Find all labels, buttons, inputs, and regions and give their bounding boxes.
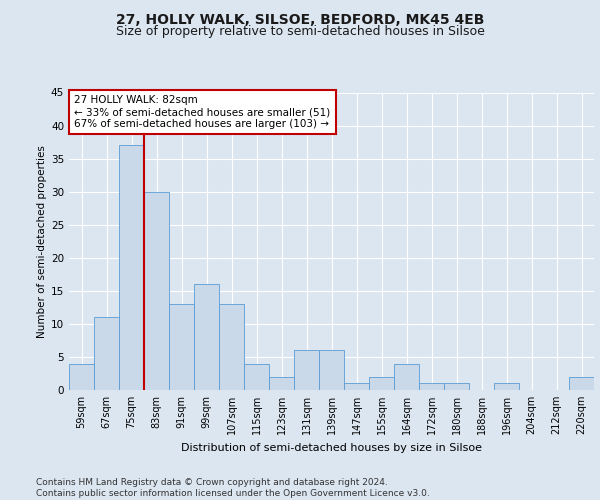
Text: Size of property relative to semi-detached houses in Silsoe: Size of property relative to semi-detach… (116, 25, 484, 38)
X-axis label: Distribution of semi-detached houses by size in Silsoe: Distribution of semi-detached houses by … (181, 442, 482, 452)
Bar (169, 304, 194, 390)
Bar (269, 377, 294, 390)
Bar (419, 384, 444, 390)
Text: Contains HM Land Registry data © Crown copyright and database right 2024.
Contai: Contains HM Land Registry data © Crown c… (36, 478, 430, 498)
Bar (69, 364, 94, 390)
Bar (394, 364, 419, 390)
Bar (119, 146, 144, 390)
Text: 27 HOLLY WALK: 82sqm
← 33% of semi-detached houses are smaller (51)
67% of semi-: 27 HOLLY WALK: 82sqm ← 33% of semi-detac… (74, 96, 331, 128)
Bar (369, 377, 394, 390)
Bar (444, 384, 469, 390)
Bar (244, 364, 269, 390)
Bar (569, 377, 594, 390)
Bar (94, 318, 119, 390)
Y-axis label: Number of semi-detached properties: Number of semi-detached properties (37, 145, 47, 338)
Bar (194, 284, 219, 390)
Bar (494, 384, 519, 390)
Bar (294, 350, 319, 390)
Bar (344, 384, 369, 390)
Bar (319, 350, 344, 390)
Bar (219, 304, 244, 390)
Text: 27, HOLLY WALK, SILSOE, BEDFORD, MK45 4EB: 27, HOLLY WALK, SILSOE, BEDFORD, MK45 4E… (116, 12, 484, 26)
Bar (144, 192, 169, 390)
